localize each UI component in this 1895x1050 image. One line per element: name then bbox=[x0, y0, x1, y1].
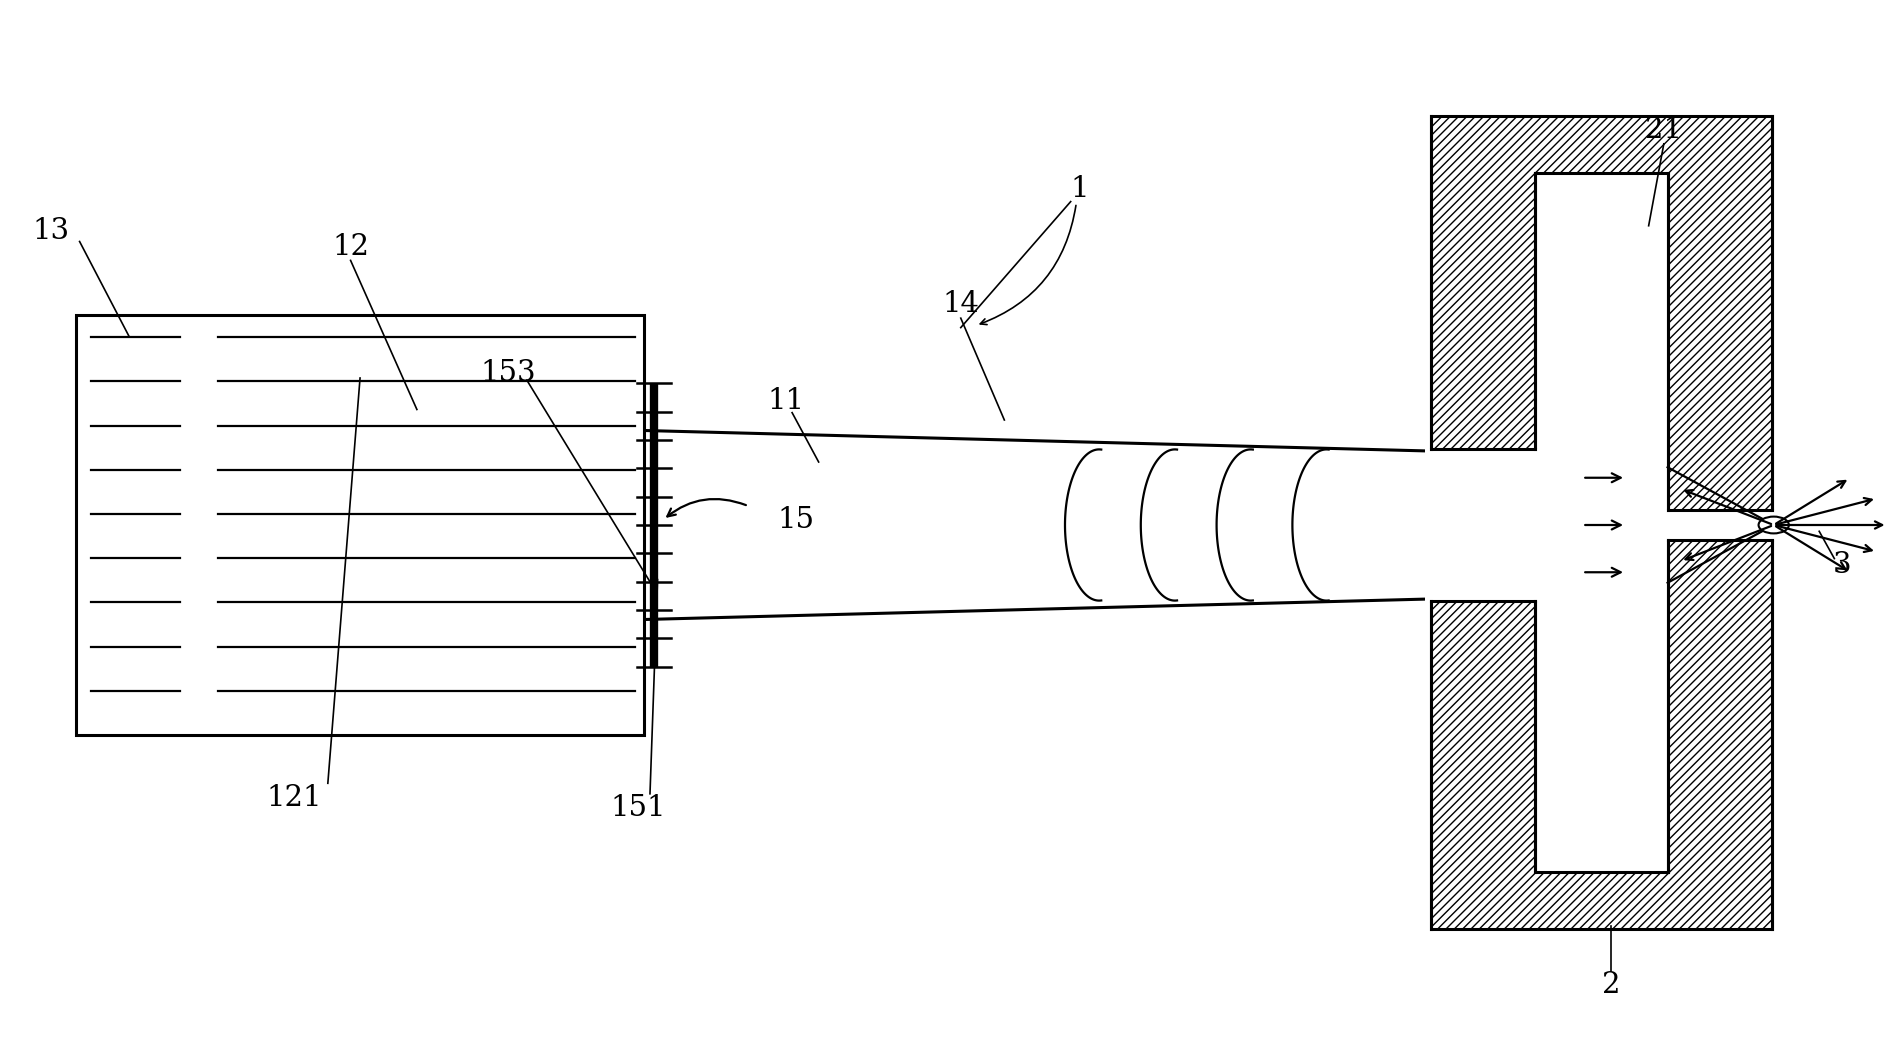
Bar bbox=[1425, 449, 1541, 601]
Text: 151: 151 bbox=[610, 795, 667, 822]
Text: 153: 153 bbox=[479, 359, 536, 386]
Bar bbox=[1535, 173, 1668, 871]
Text: 14: 14 bbox=[942, 291, 980, 318]
Circle shape bbox=[1759, 517, 1789, 533]
Text: 13: 13 bbox=[32, 217, 70, 245]
Bar bbox=[76, 315, 644, 735]
Bar bbox=[1662, 510, 1778, 540]
Text: 11: 11 bbox=[767, 387, 805, 415]
Polygon shape bbox=[644, 430, 1440, 620]
Text: 2: 2 bbox=[1601, 971, 1620, 999]
Text: 3: 3 bbox=[1832, 551, 1851, 579]
Text: 21: 21 bbox=[1645, 117, 1683, 144]
Text: 121: 121 bbox=[265, 784, 322, 812]
Text: 1: 1 bbox=[1071, 175, 1090, 203]
Bar bbox=[1431, 116, 1772, 929]
Text: 15: 15 bbox=[777, 506, 815, 533]
Text: 12: 12 bbox=[332, 233, 370, 260]
